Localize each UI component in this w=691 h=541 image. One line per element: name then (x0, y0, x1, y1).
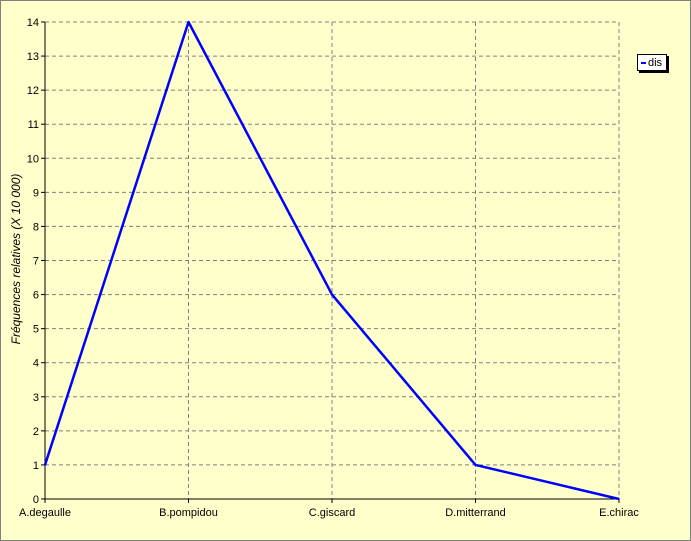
y-tick-label: 7 (33, 256, 39, 268)
data-point (474, 464, 477, 466)
x-tick-label: B.pompidou (159, 507, 218, 519)
x-tick-label: A.degaulle (19, 507, 71, 519)
y-tick-label: 0 (33, 494, 39, 506)
y-tick-label: 10 (27, 153, 39, 165)
series-group (43, 20, 620, 501)
legend-swatch (641, 61, 646, 64)
legend-label: dis (648, 56, 663, 69)
axes (41, 21, 620, 503)
y-tick-label: 13 (27, 51, 39, 63)
y-tick-label: 6 (33, 290, 39, 302)
data-point (618, 498, 620, 500)
x-tick-label: E.chirac (599, 507, 639, 519)
x-tick-label: D.mitterrand (445, 507, 506, 519)
y-tick-label: 14 (27, 17, 39, 29)
x-tick-label: C.giscard (309, 507, 355, 519)
y-tick-label: 9 (33, 187, 39, 199)
y-tick-label: 11 (28, 119, 39, 131)
data-point (331, 293, 333, 296)
data-point (187, 21, 190, 23)
y-tick-label: 1 (33, 460, 39, 472)
legend: dis (637, 54, 667, 71)
grid-lines (45, 21, 620, 499)
y-tick-label: 3 (33, 392, 39, 404)
y-tick-label: 12 (27, 85, 39, 97)
y-axis-label: Fréquences relatives (X 10 000) (9, 174, 23, 345)
x-tick-labels: A.degaulle B.pompidou C.giscard D.mitterran… (19, 507, 639, 519)
y-tick-label: 8 (33, 221, 39, 233)
y-tick-label: 4 (33, 358, 39, 370)
y-tick-label: 2 (33, 426, 39, 438)
y-tick-label: 5 (33, 324, 39, 336)
data-point (44, 464, 46, 466)
